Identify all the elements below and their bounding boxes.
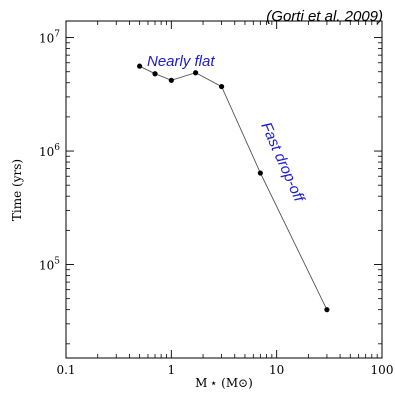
y-tick-labels: 105 106 107	[39, 30, 60, 273]
data-point	[257, 170, 263, 176]
major-ticks	[66, 21, 382, 358]
citation: (Gorti et al. 2009)	[266, 8, 383, 25]
x-axis-label: M ⋆ (M⊙)	[195, 376, 253, 390]
y-tick-label: 105	[39, 257, 60, 273]
data-point	[324, 307, 330, 313]
x-tick-label: 10	[269, 363, 284, 377]
data-point	[193, 70, 199, 76]
minor-ticks	[66, 21, 382, 358]
annotation-nearly-flat: Nearly flat	[147, 53, 215, 70]
data-point	[168, 77, 174, 83]
data-point	[137, 63, 143, 69]
y-tick-label: 106	[39, 143, 60, 159]
x-tick-labels: 0.1 1 10 100	[56, 363, 393, 377]
y-axis-label: Time (yrs)	[10, 159, 24, 221]
x-tick-label: 0.1	[56, 363, 75, 377]
data-point	[152, 71, 158, 77]
x-tick-label: 100	[371, 363, 394, 377]
data-markers	[137, 63, 330, 313]
plot-frame	[65, 20, 383, 359]
annotation-fast-drop-off: Fast drop-off	[257, 120, 308, 206]
y-tick-label: 107	[39, 30, 60, 46]
data-point	[218, 83, 225, 90]
x-tick-label: 1	[168, 363, 176, 377]
